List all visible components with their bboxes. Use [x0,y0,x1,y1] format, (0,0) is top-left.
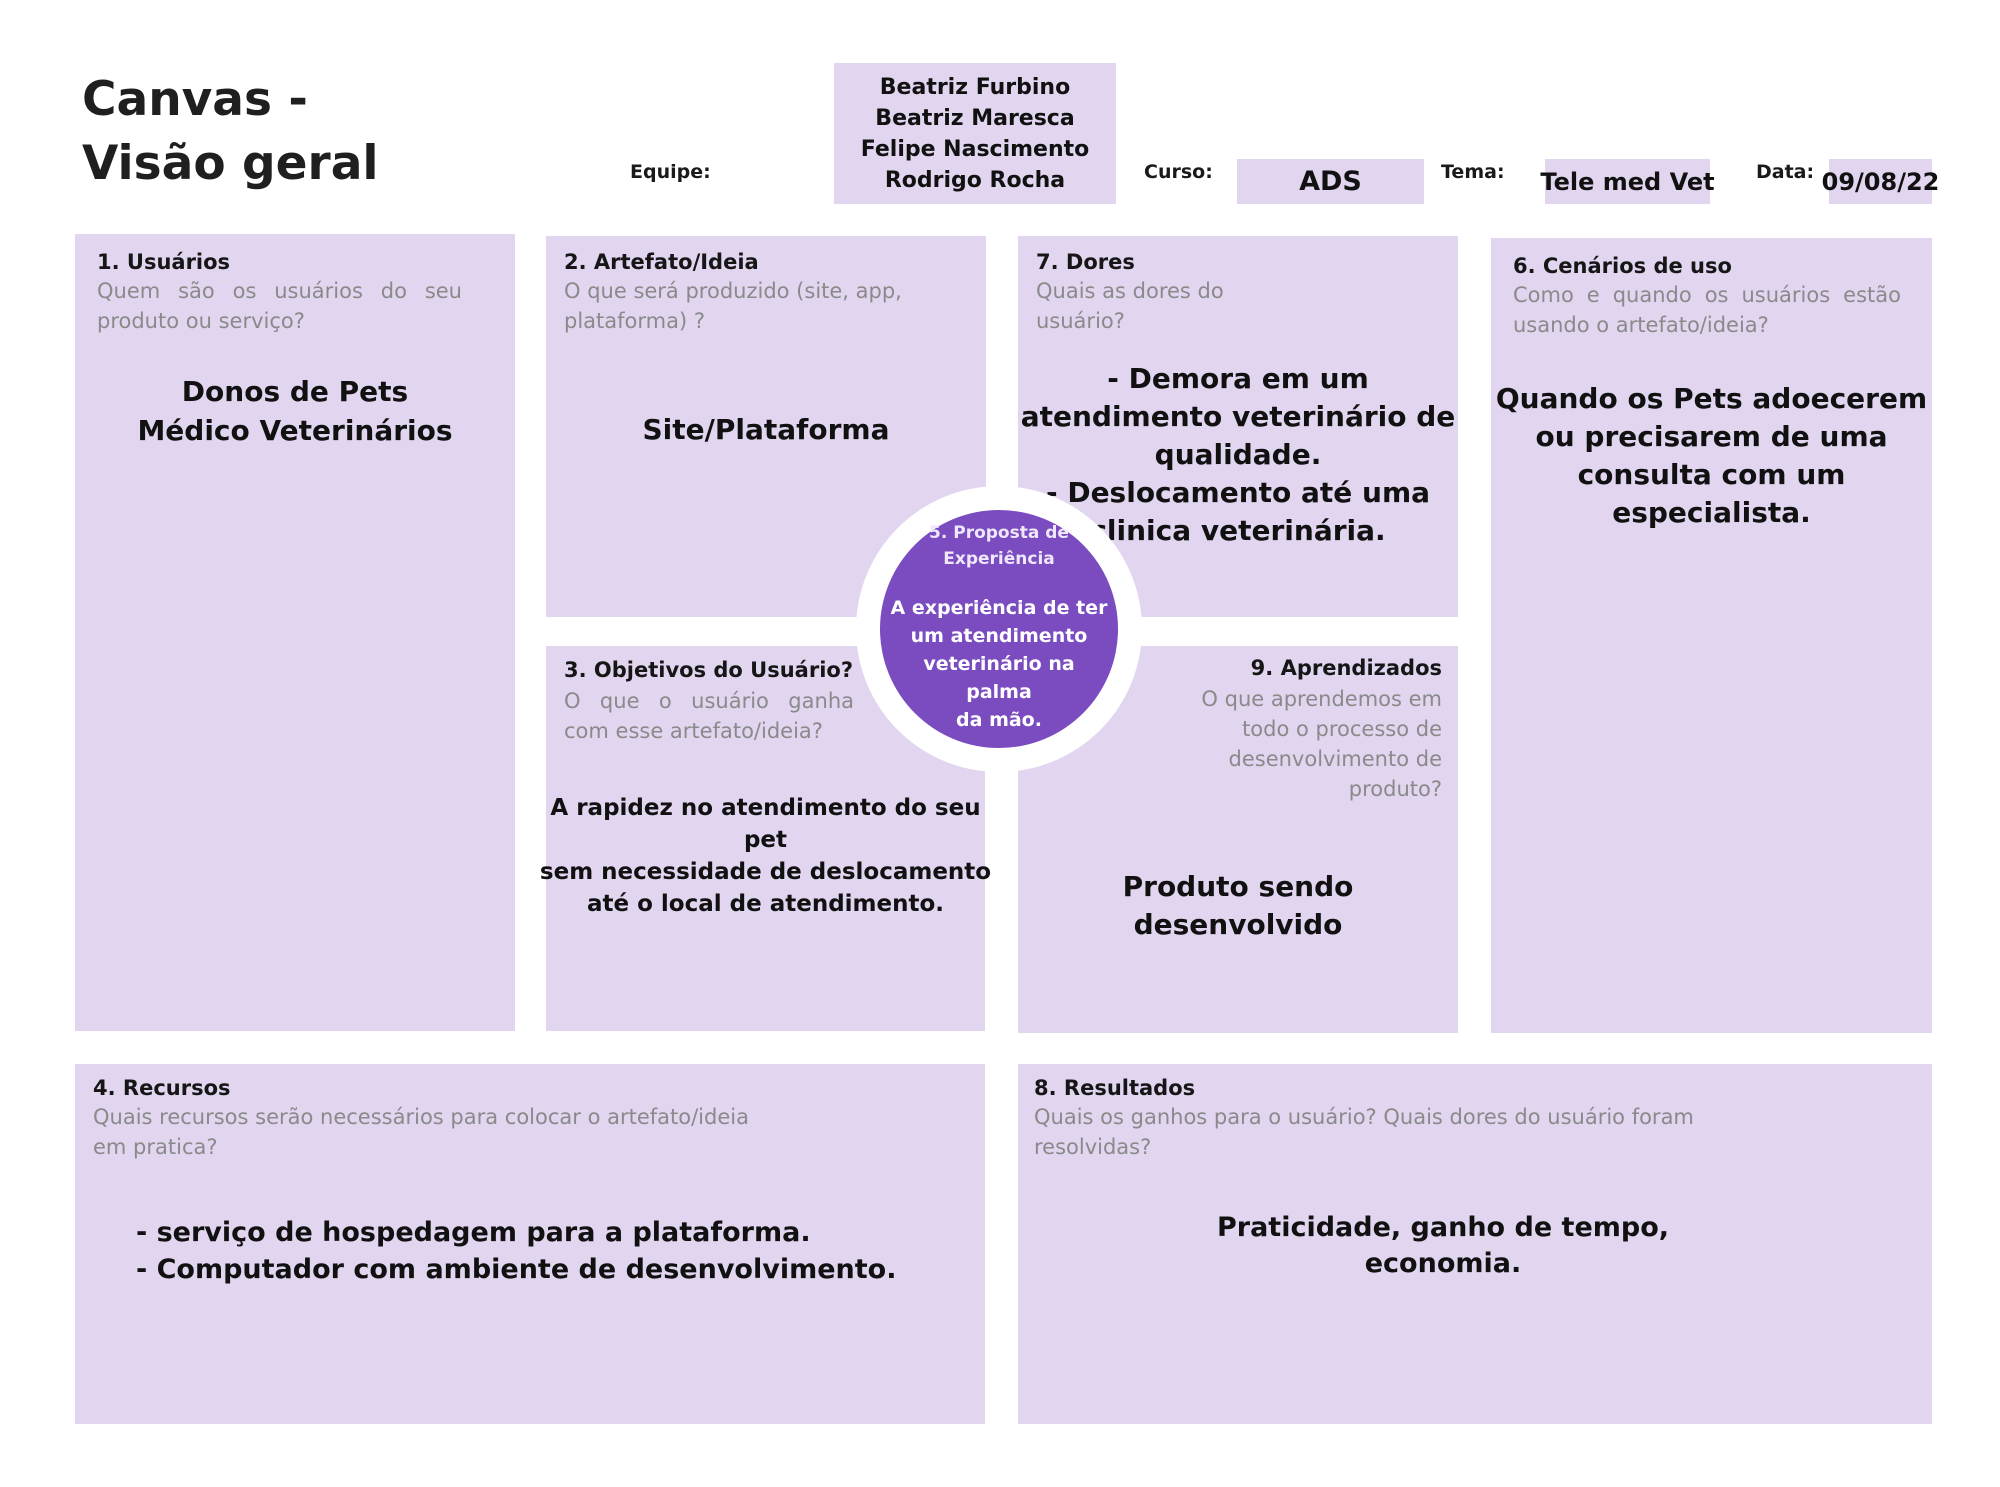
answer-line: - serviço de hospedagem para a plataform… [136,1217,811,1248]
box-answer: Quando os Pets adoecerem ou precisarem d… [1491,380,1932,532]
question-line: Quais os ganhos para o usuário? Quais do… [1034,1105,1694,1129]
page-title: Canvas - Visão geral [82,68,379,196]
proposal-title-line: Experiência [943,549,1055,569]
course-label: Curso: [1144,161,1213,183]
box-question: Como e quando os usuários estão usando o… [1513,283,1901,337]
proposal-text: A experiência de ter um atendimento vete… [890,594,1108,734]
box-title: 7. Dores [1036,250,1135,274]
team-member: Beatriz Maresca [875,105,1075,131]
box-title: 4. Recursos [93,1076,231,1100]
box-resultados: 8. Resultados Quais os ganhos para o usu… [1018,1064,1932,1424]
question-line: produto? [1348,777,1442,801]
answer-line: - Demora em um [1107,362,1369,395]
answer-line: clinica veterinária. [1090,514,1386,547]
question-line: todo o processo de [1242,717,1442,741]
box-question: Quem são os usuários do seu produto ou s… [97,279,462,333]
proposal-text-line: A experiência de ter [890,597,1108,619]
box-recursos: 4. Recursos Quais recursos serão necessá… [75,1064,985,1424]
box-answer: - Demora em um atendimento veterinário d… [1018,360,1458,550]
proposal-title-line: 5. Proposta de [929,523,1069,543]
box-question: O que será produzido (site, app, platafo… [564,279,902,333]
answer-line: - Deslocamento até uma [1045,476,1431,509]
answer-line: consulta com um [1577,458,1846,491]
team-member: Beatriz Furbino [879,74,1071,100]
answer-line: - Computador com ambiente de desenvolvim… [136,1254,897,1285]
box-title: 9. Aprendizados [1250,656,1442,680]
box-cenarios: 6. Cenários de uso Como e quando os usuá… [1491,238,1932,1033]
question-line: O que aprendemos em [1201,687,1442,711]
theme-label: Tema: [1441,161,1505,183]
team-member: Rodrigo Rocha [884,167,1066,193]
team-box: Beatriz Furbino Beatriz Maresca Felipe N… [834,63,1116,204]
box-artefato: 2. Artefato/Ideia O que será produzido (… [546,236,986,617]
box-title: 2. Artefato/Ideia [564,250,759,274]
proposal-text-line: da mão. [956,709,1042,731]
proposal-circle: 5. Proposta de Experiência A experiência… [880,510,1118,748]
proposal-text-line: um atendimento [910,625,1088,647]
answer-line: A rapidez no atendimento do seu pet [550,795,981,853]
team-label: Equipe: [630,161,711,183]
team-member: Felipe Nascimento [860,136,1090,162]
box-question: Quais recursos serão necessários para co… [93,1102,749,1162]
box-title: 1. Usuários [97,250,231,274]
page-title-line-2: Visão geral [82,136,379,191]
box-answer: Praticidade, ganho de tempo, economia. [1018,1210,1868,1282]
answer-line: economia. [1364,1248,1522,1279]
answer-line: Site/Plataforma [642,413,890,446]
box-answer: Produto sendo desenvolvido [1018,868,1458,944]
box-usuarios: 1. Usuários Quem são os usuários do seu … [75,234,515,1031]
date-value: 09/08/22 [1822,159,1939,204]
answer-line: até o local de atendimento. [586,891,945,917]
answer-line: atendimento veterinário de [1020,400,1456,433]
question-line: em pratica? [93,1135,218,1159]
box-dores: 7. Dores Quais as dores do usuário? - De… [1018,236,1458,617]
box-objetivos: 3. Objetivos do Usuário? O que o usuário… [540,646,991,1031]
page-title-line-1: Canvas - [82,72,308,127]
answer-line: especialista. [1612,496,1811,529]
answer-line: Praticidade, ganho de tempo, [1216,1212,1670,1243]
answer-line: Quando os Pets adoecerem [1495,382,1928,415]
proposal-text-line: veterinário na palma [923,653,1075,703]
question-line: Quais recursos serão necessários para co… [93,1105,749,1129]
box-answer: - serviço de hospedagem para a plataform… [136,1214,896,1288]
box-question: O que aprendemos em todo o processo de d… [1201,684,1442,804]
date-label: Data: [1756,161,1815,183]
theme-value: Tele med Vet [1540,159,1715,204]
box-title: 6. Cenários de uso [1513,254,1732,278]
answer-line: qualidade. [1154,438,1322,471]
box-answer: A rapidez no atendimento do seu pet sem … [538,792,993,920]
box-answer: Donos de Pets Médico Veterinários [75,372,515,450]
answer-line: Donos de Pets [181,375,409,408]
answer-line: Produto sendo desenvolvido [1122,870,1354,941]
box-title: 8. Resultados [1034,1076,1196,1100]
answer-line: sem necessidade de deslocamento [539,859,992,885]
box-question: Quais as dores do usuário? [1036,279,1224,333]
box-answer: Site/Plataforma [546,410,986,449]
proposal-title: 5. Proposta de Experiência [880,520,1118,572]
course-value: ADS [1237,159,1424,204]
question-line: resolvidas? [1034,1135,1152,1159]
box-title: 3. Objetivos do Usuário? [564,658,853,682]
box-question: Quais os ganhos para o usuário? Quais do… [1034,1102,1694,1162]
question-line: desenvolvimento de [1228,747,1443,771]
answer-line: Médico Veterinários [137,414,453,447]
box-question: O que o usuário ganha com esse artefato/… [564,689,854,743]
answer-line: ou precisarem de uma [1535,420,1888,453]
